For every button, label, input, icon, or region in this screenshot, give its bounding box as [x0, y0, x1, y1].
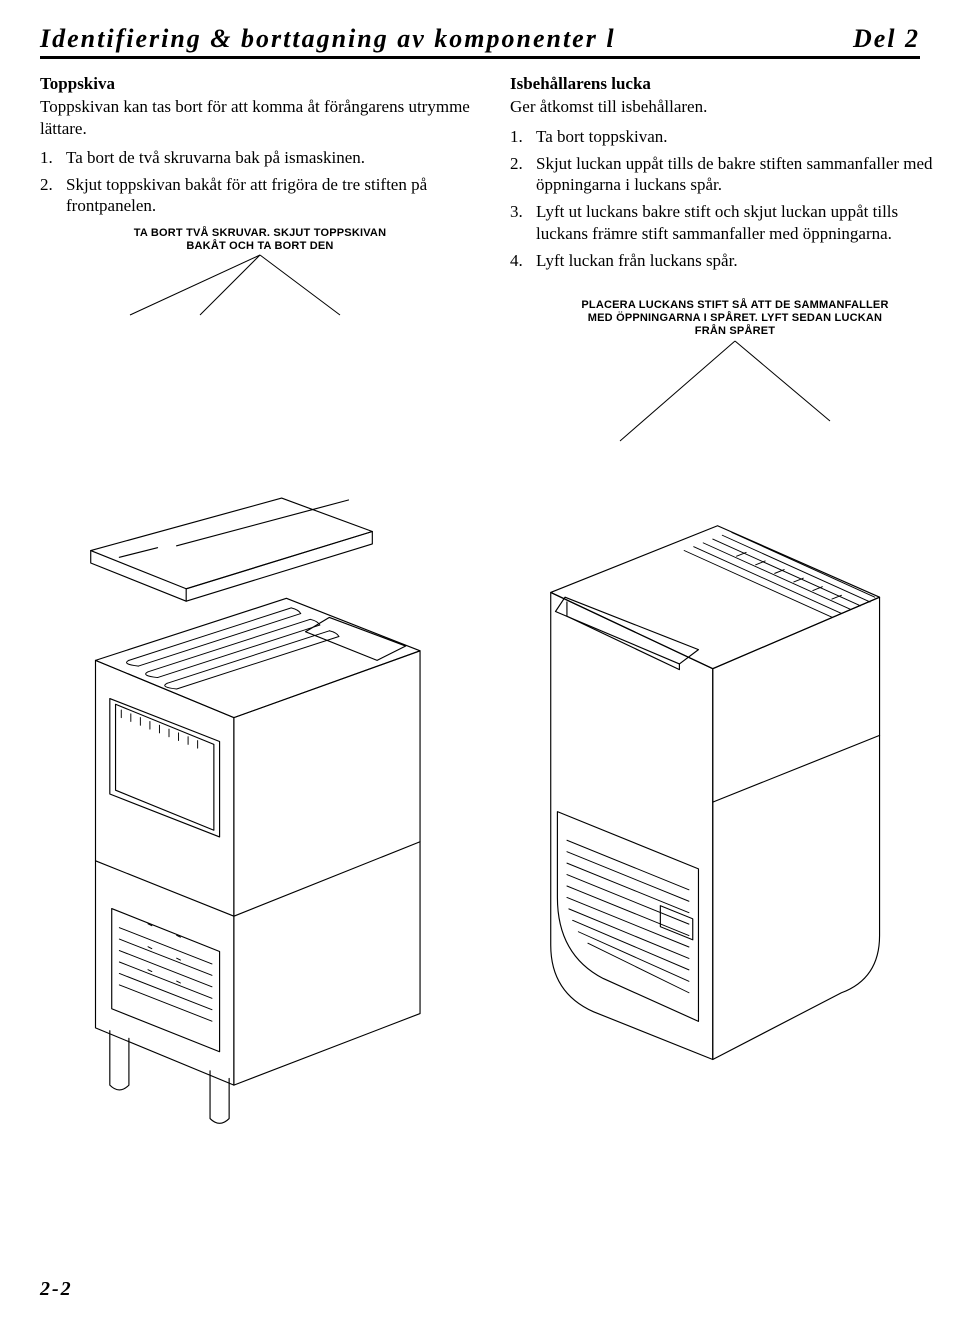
- step-number: 1.: [510, 126, 536, 147]
- header-row: Identifiering & borttagning av komponent…: [40, 24, 920, 59]
- leader-lines-left: [40, 253, 480, 323]
- columns: Toppskiva Toppskivan kan tas bort för at…: [40, 73, 920, 449]
- step-number: 1.: [40, 147, 66, 168]
- step-number: 2.: [40, 174, 66, 217]
- step-number: 2.: [510, 153, 536, 196]
- list-item: 1. Ta bort de två skruvarna bak på ismas…: [40, 147, 480, 168]
- list-item: 2. Skjut luckan uppåt tills de bakre sti…: [510, 153, 950, 196]
- step-number: 4.: [510, 250, 536, 271]
- step-text: Lyft luckan från luckans spår.: [536, 250, 738, 271]
- left-diagram: [40, 459, 465, 1129]
- right-steps: 1. Ta bort toppskivan. 2. Skjut luckan u…: [510, 126, 950, 272]
- left-intro: Toppskivan kan tas bort för att komma åt…: [40, 96, 480, 139]
- page-part: Del 2: [853, 24, 920, 54]
- page-title: Identifiering & borttagning av komponent…: [40, 24, 616, 54]
- right-column: Isbehållarens lucka Ger åtkomst till isb…: [510, 73, 950, 449]
- step-text: Ta bort de två skruvarna bak på ismaskin…: [66, 147, 365, 168]
- left-callout: TA BORT TVÅ SKRUVAR. SKJUT TOPPSKIVAN BA…: [130, 227, 390, 253]
- callout-text: MED ÖPPNINGARNA I SPÅRET. LYFT SEDAN LUC…: [570, 312, 900, 325]
- list-item: 1. Ta bort toppskivan.: [510, 126, 950, 147]
- ice-machine-illustration: [43, 459, 463, 1129]
- list-item: 3. Lyft ut luckans bakre stift och skjut…: [510, 201, 950, 244]
- right-callout: PLACERA LUCKANS STIFT SÅ ATT DE SAMMANFA…: [570, 299, 900, 339]
- callout-text: FRÅN SPÅRET: [570, 325, 900, 338]
- left-heading: Toppskiva: [40, 73, 480, 94]
- page-number: 2-2: [40, 1278, 73, 1301]
- callout-text: PLACERA LUCKANS STIFT SÅ ATT DE SAMMANFA…: [570, 299, 900, 312]
- leader-lines-right: [510, 339, 950, 449]
- list-item: 4. Lyft luckan från luckans spår.: [510, 250, 950, 271]
- right-intro: Ger åtkomst till isbehållaren.: [510, 96, 950, 117]
- page: Identifiering & borttagning av komponent…: [0, 0, 960, 1321]
- step-text: Skjut toppskivan bakåt för att frigöra d…: [66, 174, 480, 217]
- step-text: Ta bort toppskivan.: [536, 126, 667, 147]
- step-number: 3.: [510, 201, 536, 244]
- left-steps: 1. Ta bort de två skruvarna bak på ismas…: [40, 147, 480, 217]
- list-item: 2. Skjut toppskivan bakåt för att frigör…: [40, 174, 480, 217]
- diagrams: [40, 459, 920, 1129]
- left-column: Toppskiva Toppskivan kan tas bort för at…: [40, 73, 480, 449]
- right-diagram: [495, 459, 920, 1129]
- step-text: Skjut luckan uppåt tills de bakre stifte…: [536, 153, 950, 196]
- callout-text: TA BORT TVÅ SKRUVAR. SKJUT TOPPSKIVAN: [130, 227, 390, 240]
- right-heading: Isbehållarens lucka: [510, 73, 950, 94]
- ice-bin-illustration: [498, 459, 918, 1069]
- callout-text: BAKÅT OCH TA BORT DEN: [130, 240, 390, 253]
- step-text: Lyft ut luckans bakre stift och skjut lu…: [536, 201, 950, 244]
